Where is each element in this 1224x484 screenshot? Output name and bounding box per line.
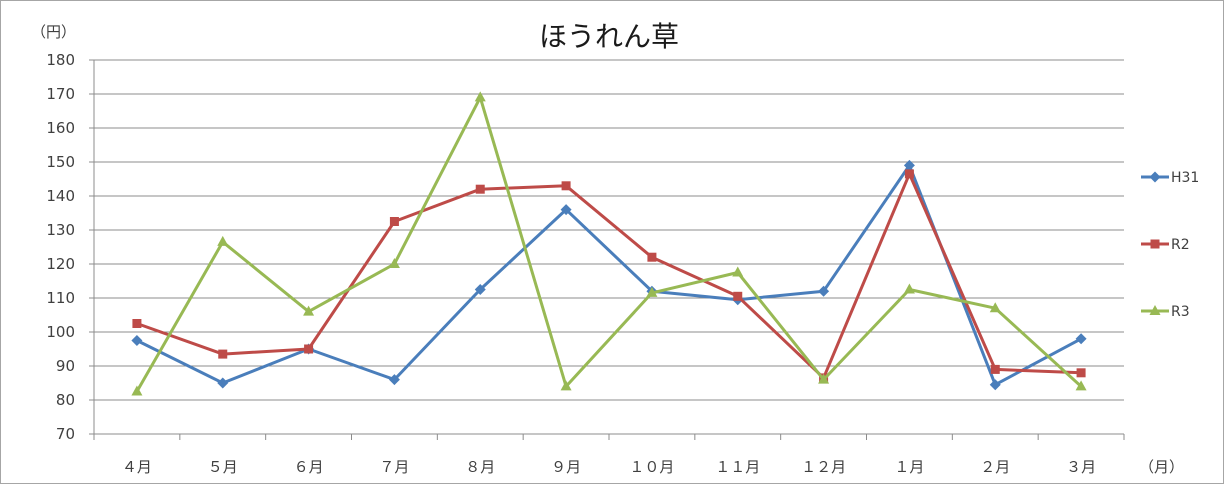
y-tick-label: 180 bbox=[46, 51, 75, 69]
y-tick-label: 90 bbox=[56, 357, 75, 375]
data-point bbox=[647, 252, 657, 262]
data-point bbox=[989, 302, 1001, 313]
data-point bbox=[560, 204, 572, 216]
gridlines bbox=[94, 59, 1124, 401]
data-point bbox=[1075, 333, 1087, 345]
axes bbox=[93, 60, 1124, 435]
x-tick-label: ３月 bbox=[1066, 458, 1096, 476]
legend-entry: R2 bbox=[1141, 237, 1190, 253]
x-tick-label: ９月 bbox=[551, 458, 581, 476]
y-tick-label: 70 bbox=[56, 425, 75, 443]
y-tick-label: 140 bbox=[46, 187, 75, 205]
data-point bbox=[1076, 368, 1086, 378]
series-R3 bbox=[131, 91, 1087, 396]
x-tick-label: ５月 bbox=[208, 458, 238, 476]
data-point bbox=[560, 380, 572, 391]
data-point bbox=[132, 319, 142, 328]
data-point bbox=[1150, 239, 1160, 249]
x-tick-label: ８月 bbox=[465, 458, 495, 476]
x-axis-ticks: ４月 ５月 ６月 ７月 ８月 ９月 １０月 １１月 １２月 １月 ２月 ３月 bbox=[93, 434, 1125, 476]
data-point bbox=[646, 286, 658, 297]
chart-title: ほうれん草 bbox=[539, 20, 679, 53]
x-tick-label: １月 bbox=[894, 458, 924, 476]
y-tick-label: 150 bbox=[46, 153, 75, 171]
data-point bbox=[990, 364, 1000, 374]
series-line bbox=[135, 95, 1083, 393]
data-point bbox=[903, 283, 915, 294]
data-point bbox=[733, 291, 743, 301]
data-point bbox=[131, 335, 143, 346]
data-point bbox=[1075, 380, 1087, 391]
series-line bbox=[136, 172, 1082, 380]
x-tick-label: １２月 bbox=[801, 458, 846, 476]
legend-entry: H31 bbox=[1141, 170, 1199, 186]
data-point bbox=[818, 373, 830, 384]
data-point bbox=[217, 377, 229, 389]
y-tick-label: 170 bbox=[46, 85, 75, 103]
data-point bbox=[1149, 171, 1161, 183]
data-point bbox=[303, 305, 315, 316]
legend-label: R2 bbox=[1171, 237, 1190, 253]
data-point bbox=[304, 344, 314, 354]
series-R2 bbox=[132, 169, 1086, 383]
series-line bbox=[136, 163, 1082, 387]
y-tick-label: 120 bbox=[46, 255, 75, 273]
data-point bbox=[474, 284, 486, 295]
data-point bbox=[732, 266, 744, 277]
y-axis-ticks: 180 170 160 150 140 130 120 110 100 90 80 70 bbox=[46, 51, 94, 443]
y-tick-label: 160 bbox=[46, 119, 75, 137]
data-point bbox=[904, 169, 914, 179]
x-tick-label: １０月 bbox=[629, 458, 674, 476]
data-point bbox=[218, 349, 228, 359]
y-axis-unit-label: （円） bbox=[31, 23, 76, 41]
legend-label: R3 bbox=[1171, 304, 1190, 320]
data-point bbox=[389, 217, 399, 226]
y-tick-label: 110 bbox=[46, 289, 75, 307]
data-point bbox=[388, 258, 400, 268]
series-H31 bbox=[131, 159, 1087, 391]
x-tick-label: ２月 bbox=[980, 458, 1010, 476]
y-tick-label: 130 bbox=[46, 221, 75, 239]
data-point bbox=[1149, 305, 1161, 315]
x-tick-label: ６月 bbox=[294, 458, 324, 476]
series-group bbox=[131, 91, 1087, 396]
x-tick-label: ４月 bbox=[122, 458, 152, 476]
data-point bbox=[217, 235, 229, 246]
y-tick-label: 100 bbox=[46, 323, 75, 341]
y-tick-label: 80 bbox=[56, 391, 75, 409]
x-tick-label: ７月 bbox=[379, 458, 409, 476]
data-point bbox=[989, 379, 1001, 391]
x-tick-label: １１月 bbox=[715, 458, 760, 476]
data-point bbox=[475, 184, 485, 194]
legend-label: H31 bbox=[1171, 170, 1199, 186]
data-point bbox=[903, 159, 915, 171]
legend-entry: R3 bbox=[1141, 304, 1190, 320]
legend: H31 R2 R3 bbox=[1141, 170, 1199, 320]
data-point bbox=[561, 181, 571, 191]
data-point bbox=[818, 285, 830, 297]
data-point bbox=[388, 374, 400, 386]
x-axis-unit-label: （月） bbox=[1139, 458, 1184, 476]
data-point bbox=[131, 385, 143, 396]
data-point bbox=[474, 91, 486, 102]
